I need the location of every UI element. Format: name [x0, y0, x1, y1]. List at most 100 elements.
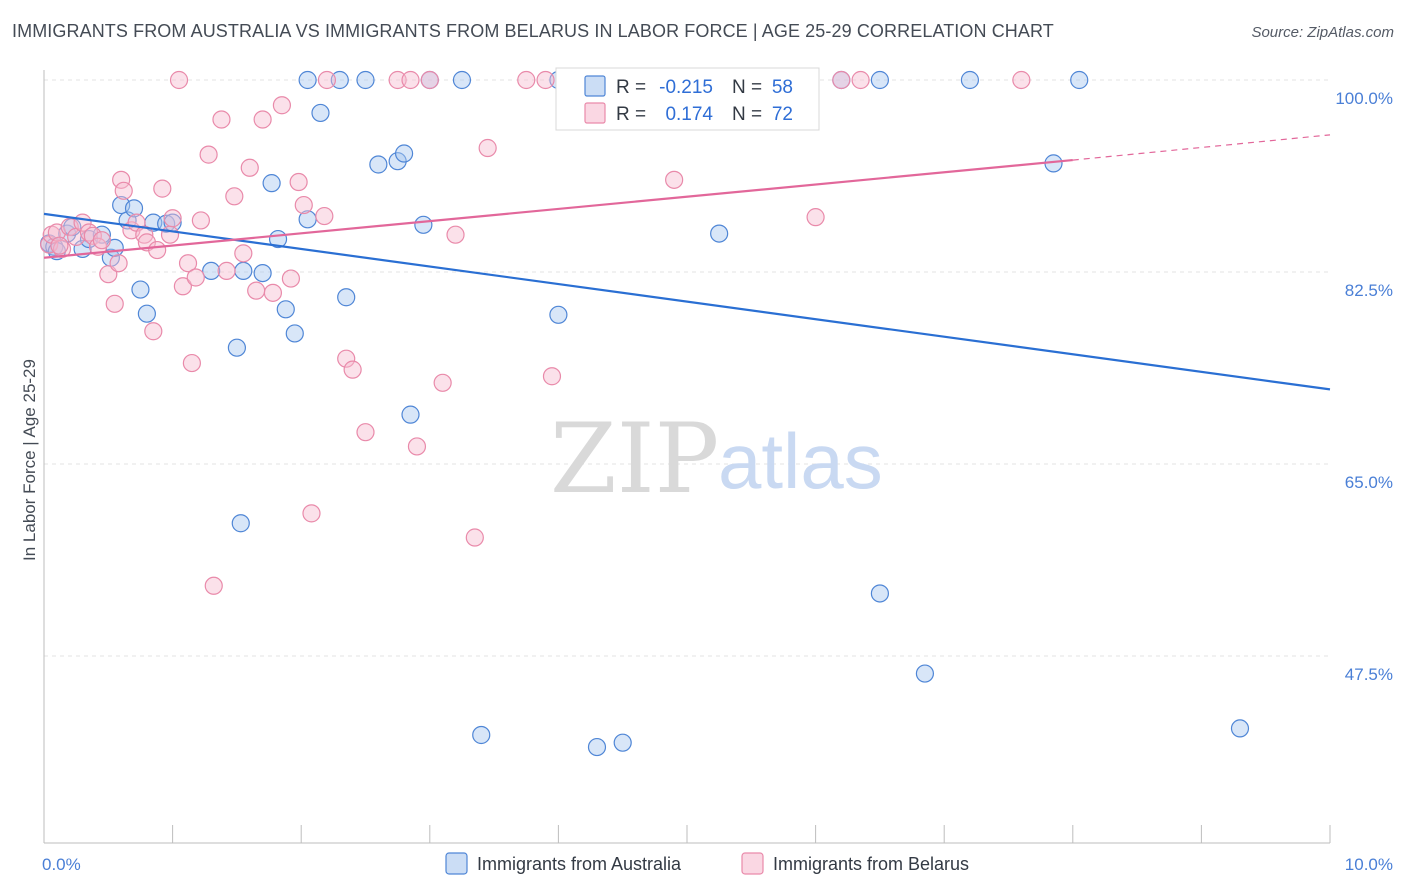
belarus-point [148, 240, 167, 260]
belarus-point [253, 110, 272, 129]
australia-point [234, 261, 253, 281]
x-tick-label: 10.0% [1345, 855, 1393, 874]
source-label: Source: ZipAtlas.com [1251, 24, 1394, 41]
australia-point [202, 261, 221, 281]
legend-n-label-australia: N = [732, 77, 762, 98]
belarus-point [446, 225, 465, 244]
australia-point [472, 725, 491, 745]
belarus-point [234, 244, 253, 263]
belarus-point [407, 437, 427, 456]
belarus-point [109, 254, 128, 273]
belarus-point [163, 209, 182, 228]
belarus-point [337, 349, 356, 368]
bottom-legend-swatch-belarus [741, 852, 764, 875]
belarus-trend-line [43, 158, 1073, 259]
belarus-point [281, 269, 301, 288]
australia-point [356, 70, 375, 90]
belarus-point [83, 226, 102, 245]
bottom-legend: Immigrants from Australia Immigrants fro… [445, 852, 969, 875]
australia-point [227, 338, 246, 357]
australia-point [710, 224, 729, 243]
australia-point [613, 733, 632, 752]
belarus-point [92, 231, 111, 250]
legend-n-value-australia: 58 [772, 77, 793, 98]
belarus-point [50, 236, 69, 255]
y-tick-labels: 100.0% 82.5% 65.0% 47.5% [1335, 89, 1393, 684]
belarus-point [173, 277, 192, 296]
belarus-point [851, 70, 870, 90]
belarus-point [178, 254, 198, 273]
australia-point [253, 263, 272, 283]
australia-point [330, 70, 349, 90]
y-tick-label: 47.5% [1345, 665, 1393, 684]
belarus-point [517, 70, 536, 90]
australia-point [124, 199, 144, 218]
x-tick-labels: 0.0% 10.0% [42, 855, 1393, 874]
bottom-legend-label-belarus: Immigrants from Belarus [773, 854, 969, 874]
legend-r-label-belarus: R = [616, 104, 646, 125]
australia-point [231, 514, 250, 533]
chart-title: IMMIGRANTS FROM AUSTRALIA VS IMMIGRANTS … [12, 21, 1054, 41]
australia-point [298, 70, 317, 90]
legend-n-value-belarus: 72 [772, 104, 793, 125]
belarus-point [478, 138, 497, 158]
australia-point [414, 215, 433, 234]
legend-swatch-belarus [584, 102, 606, 124]
belarus-point [182, 353, 201, 373]
belarus-point [294, 195, 313, 215]
watermark-atlas: atlas [718, 417, 883, 505]
australia-point [452, 70, 472, 90]
belarus-point [191, 211, 210, 230]
belarus-point [247, 281, 266, 300]
australia-point [549, 305, 568, 324]
belarus-point [240, 158, 259, 177]
belarus-point [343, 360, 362, 379]
australia-point [1070, 70, 1089, 90]
australia-point [285, 324, 304, 343]
legend-swatch-australia [584, 75, 606, 97]
belarus-point [665, 170, 684, 189]
australia-point [587, 737, 607, 757]
belarus-point [144, 322, 163, 341]
australia-point [337, 288, 356, 307]
australia-point [870, 70, 890, 90]
belarus-point [212, 110, 231, 129]
australia-point [369, 155, 388, 174]
belarus-points [40, 70, 1031, 595]
australia-point [960, 70, 980, 90]
legend-r-value-australia: -0.215 [659, 77, 713, 98]
belarus-point [465, 528, 484, 547]
australia-point [915, 664, 935, 683]
legend-n-label-belarus: N = [732, 104, 762, 125]
australia-point [401, 405, 420, 424]
belarus-point [536, 70, 555, 90]
australia-point [394, 144, 414, 163]
belarus-point [401, 70, 420, 90]
australia-point [311, 103, 330, 123]
trend-lines [43, 134, 1331, 391]
belarus-point [105, 294, 124, 313]
australia-point [276, 300, 295, 319]
legend-box: R = -0.215 N = 58 R = 0.174 N = 72 [555, 67, 820, 131]
belarus-point [112, 170, 131, 189]
belarus-point [1012, 70, 1031, 90]
australia-point [262, 174, 281, 193]
belarus-point [356, 423, 375, 442]
belarus-point [263, 283, 283, 302]
belarus-point [542, 367, 562, 386]
belarus-point [52, 239, 72, 259]
belarus-point [317, 70, 337, 90]
axes [43, 70, 1331, 844]
legend-r-label-australia: R = [616, 77, 646, 98]
belarus-point [832, 70, 851, 90]
belarus-point [199, 145, 218, 164]
belarus-point [225, 187, 244, 206]
y-tick-label: 65.0% [1345, 473, 1393, 492]
belarus-point [204, 576, 223, 595]
australia-point [131, 280, 150, 299]
gridlines [44, 79, 1330, 657]
y-axis-label: In Labor Force | Age 25-29 [20, 359, 39, 561]
belarus-point [153, 179, 172, 198]
australia-point [137, 304, 156, 323]
